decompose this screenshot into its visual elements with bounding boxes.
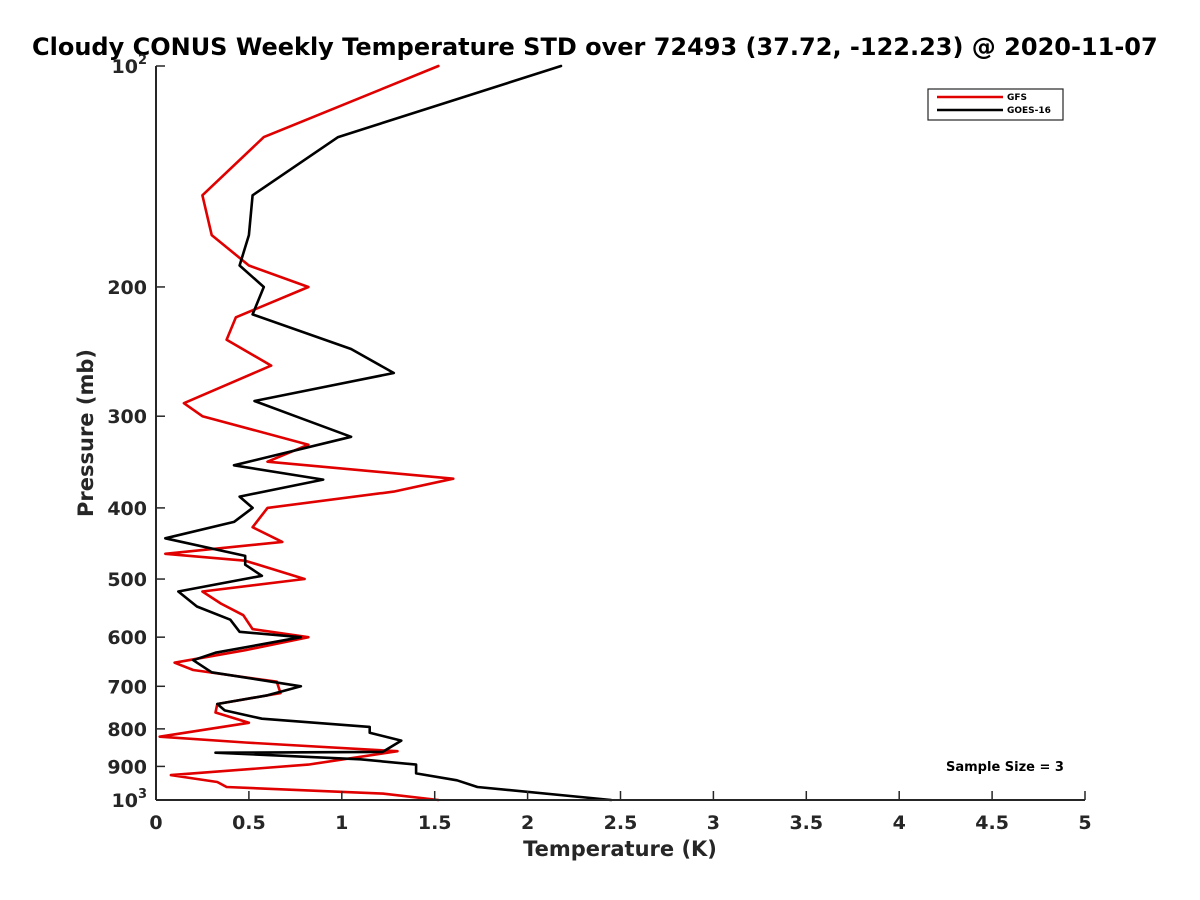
y-tick-label: 400 bbox=[107, 498, 147, 520]
x-tick-label: 2 bbox=[521, 812, 534, 834]
sample-size-annotation: Sample Size = 3 bbox=[946, 760, 1064, 775]
y-tick-label: 800 bbox=[107, 719, 147, 741]
series-line-gfs bbox=[158, 64, 455, 802]
series-line-goes16 bbox=[164, 64, 613, 802]
legend-label-goes16: GOES-16 bbox=[1007, 106, 1051, 116]
chart-title: Cloudy CONUS Weekly Temperature STD over… bbox=[32, 33, 1158, 61]
x-tick-label: 3.5 bbox=[789, 812, 823, 834]
y-tick-label: 300 bbox=[107, 406, 147, 428]
x-tick-label: 1 bbox=[335, 812, 348, 834]
x-tick-label: 5 bbox=[1078, 812, 1091, 834]
y-tick-label: 900 bbox=[107, 756, 147, 778]
legend: GFS GOES-16 bbox=[927, 88, 1064, 121]
y-tick-label: 600 bbox=[107, 627, 147, 649]
x-ticks: 0 0.5 1 1.5 2 2.5 3 3.5 4 4.5 5 bbox=[149, 791, 1092, 834]
y-tick-label: 500 bbox=[107, 569, 147, 591]
plot-area: 0 0.5 1 1.5 2 2.5 3 3.5 4 4.5 5 102 200 300 400 500 600… bbox=[107, 53, 1091, 834]
y-tick-label: 700 bbox=[107, 676, 147, 698]
x-tick-label: 1.5 bbox=[418, 812, 452, 834]
x-tick-label: 0 bbox=[149, 812, 162, 834]
series-layer bbox=[158, 64, 613, 802]
x-tick-label: 4.5 bbox=[975, 812, 1009, 834]
x-tick-label: 4 bbox=[893, 812, 906, 834]
y-tick-label: 103 bbox=[112, 787, 148, 812]
x-tick-label: 3 bbox=[707, 812, 720, 834]
legend-box bbox=[927, 88, 1064, 121]
y-tick-label: 200 bbox=[107, 277, 147, 299]
x-tick-label: 2.5 bbox=[604, 812, 638, 834]
plot-frame bbox=[156, 66, 1085, 800]
y-tick-label: 102 bbox=[112, 53, 148, 78]
y-axis-label: Pressure (mb) bbox=[74, 349, 98, 517]
x-tick-label: 0.5 bbox=[232, 812, 266, 834]
x-axis-label: Temperature (K) bbox=[523, 837, 717, 861]
y-ticks: 102 200 300 400 500 600 700 800 900 103 bbox=[107, 53, 165, 812]
legend-label-gfs: GFS bbox=[1007, 93, 1027, 103]
